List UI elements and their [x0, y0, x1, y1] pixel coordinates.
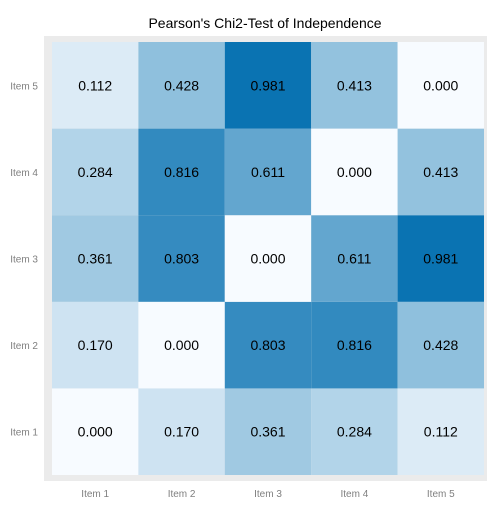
cell-value-label: 0.000	[164, 337, 199, 353]
heatmap-cell-2-5	[397, 301, 484, 389]
x-tick-label: Item 3	[254, 489, 282, 500]
x-tick-label: Item 4	[341, 489, 369, 500]
heatmap-cell-4-2	[138, 128, 225, 216]
heatmap-cell-5-4	[311, 42, 398, 129]
cell-value-label: 0.361	[250, 424, 285, 440]
heatmap-cell-1-2	[138, 388, 225, 475]
cell-value-label: 0.981	[250, 77, 285, 93]
cell-value-label: 0.816	[337, 337, 372, 353]
y-axis: Item 1 Item 2 Item 3 Item 4 Item 5	[10, 81, 38, 438]
x-axis: Item 1 Item 2 Item 3 Item 4 Item 5	[81, 489, 455, 500]
cell-value-label: 0.170	[164, 424, 199, 440]
cell-value-label: 0.000	[250, 251, 285, 267]
cell-value-label: 0.611	[337, 251, 371, 267]
heatmap-cell-4-4	[311, 128, 398, 216]
heatmap-cell-2-3	[224, 301, 312, 389]
cell-value-label: 0.413	[337, 77, 372, 93]
heatmap-cells: 0.000 0.170 0.361 0.284 0.112 0.170 0.000 0.803…	[52, 42, 484, 475]
heatmap-cell-3-1	[52, 215, 139, 302]
cell-value-label: 0.428	[164, 77, 199, 93]
heatmap-cell-1-4	[311, 388, 398, 475]
heatmap-cell-5-1	[52, 42, 139, 129]
x-tick-label: Item 1	[81, 489, 109, 500]
heatmap-cell-1-5	[397, 388, 484, 475]
cell-value-label: 0.803	[250, 337, 285, 353]
heatmap-cell-5-3	[224, 42, 312, 129]
chart-title: Pearson's Chi2-Test of Independence	[148, 15, 381, 31]
heatmap-cell-4-5	[397, 128, 484, 216]
heatmap-cell-3-4	[311, 215, 398, 302]
cell-value-label: 0.112	[78, 77, 112, 93]
heatmap-cell-2-2	[138, 301, 225, 389]
y-tick-label: Item 5	[10, 81, 38, 92]
cell-value-label: 0.170	[78, 337, 113, 353]
y-tick-label: Item 3	[10, 255, 38, 266]
cell-value-label: 0.816	[164, 164, 199, 180]
heatmap-cell-5-2	[138, 42, 225, 129]
cell-value-label: 0.413	[423, 164, 458, 180]
y-tick-label: Item 4	[10, 168, 38, 179]
cell-value-label: 0.284	[78, 164, 113, 180]
cell-value-label: 0.284	[337, 424, 372, 440]
heatmap-cell-3-3	[224, 215, 312, 302]
cell-value-label: 0.611	[251, 164, 285, 180]
x-tick-label: Item 2	[168, 489, 196, 500]
cell-value-label: 0.428	[423, 337, 458, 353]
y-tick-label: Item 1	[10, 428, 38, 439]
cell-value-label: 0.112	[424, 424, 458, 440]
y-tick-label: Item 2	[10, 341, 38, 352]
heatmap-cell-2-1	[52, 301, 139, 389]
heatmap-cell-2-4	[311, 301, 398, 389]
cell-value-label: 0.000	[423, 77, 458, 93]
heatmap-cell-3-2	[138, 215, 225, 302]
heatmap-cell-3-5	[397, 215, 484, 302]
cell-value-label: 0.000	[337, 164, 372, 180]
heatmap-cell-1-3	[224, 388, 312, 475]
x-tick-label: Item 5	[427, 489, 455, 500]
heatmap-cell-4-1	[52, 128, 139, 216]
cell-value-label: 0.803	[164, 251, 199, 267]
heatmap-cell-1-1	[52, 388, 139, 475]
heatmap-cell-4-3	[224, 128, 312, 216]
cell-value-label: 0.000	[78, 424, 113, 440]
heatmap-cell-5-5	[397, 42, 484, 129]
cell-value-label: 0.361	[78, 251, 113, 267]
cell-value-label: 0.981	[423, 251, 458, 267]
